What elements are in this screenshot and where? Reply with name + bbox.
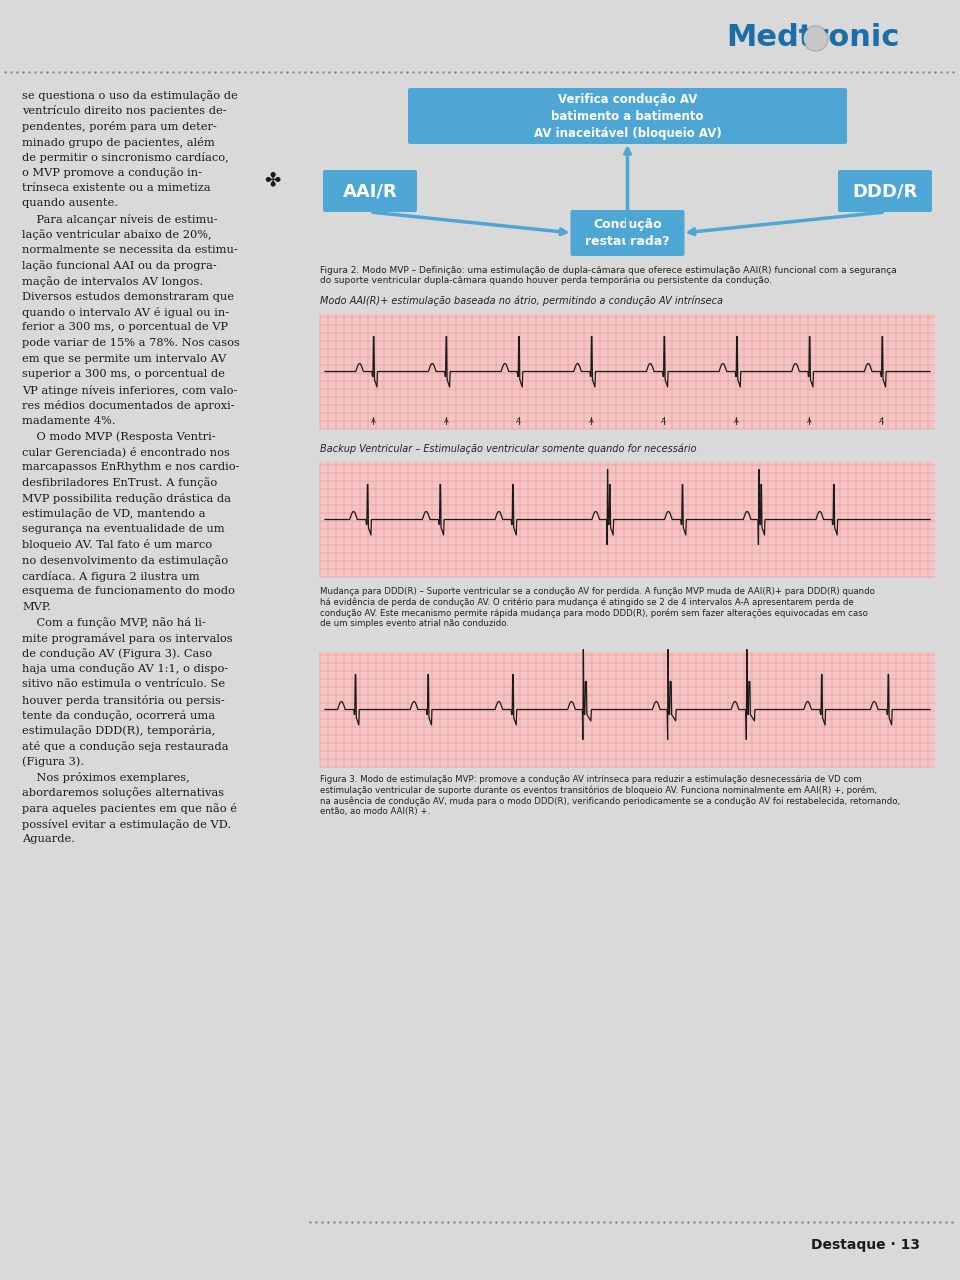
Text: esquema de funcionamento do modo: esquema de funcionamento do modo [22,586,235,596]
Bar [320,462,935,577]
Text: lação funcional AAI ou da progra-: lação funcional AAI ou da progra- [22,261,217,271]
Text: o MVP promove a condução in-: o MVP promove a condução in- [22,168,202,178]
Text: segurança na eventualidade de um: segurança na eventualidade de um [22,524,225,534]
Text: houver perda transitória ou persis-: houver perda transitória ou persis- [22,695,225,705]
Text: Modo AAI(R)+ estimulação baseada no átrio, permitindo a condução AV intrínseca: Modo AAI(R)+ estimulação baseada no átri… [320,296,723,306]
Text: cardíaca. A figura 2 ilustra um: cardíaca. A figura 2 ilustra um [22,571,200,581]
Text: Figura 2. Modo MVP – Definição: uma estimulação de dupla-câmara que oferece esti: Figura 2. Modo MVP – Definição: uma esti… [320,266,897,285]
Text: lação ventricular abaixo de 20%,: lação ventricular abaixo de 20%, [22,229,211,241]
Text: Condução
restaurada?: Condução restaurada? [586,218,670,248]
Text: A: A [588,419,593,424]
Text: superior a 300 ms, o porcentual de: superior a 300 ms, o porcentual de [22,369,225,379]
Text: estimulação de VD, mantendo a: estimulação de VD, mantendo a [22,508,205,520]
Text: Mudança para DDD(R) – Suporte ventricular se a condução AV for perdida. A função: Mudança para DDD(R) – Suporte ventricula… [320,588,875,628]
Text: para aqueles pacientes em que não é: para aqueles pacientes em que não é [22,803,237,814]
Text: Figura 3. Modo de estimulação MVP: promove a condução AV intrínseca para reduzir: Figura 3. Modo de estimulação MVP: promo… [320,774,900,817]
Text: no desenvolvimento da estimulação: no desenvolvimento da estimulação [22,556,228,566]
Text: A: A [516,419,521,424]
Text: quando ausente.: quando ausente. [22,198,118,209]
Text: Verifica condução AV
batimento a batimento
AV inaceitável (bloqueio AV): Verifica condução AV batimento a batimen… [534,92,721,140]
Text: desfibriladores EnTrust. A função: desfibriladores EnTrust. A função [22,477,217,489]
Text: DDD/R: DDD/R [852,182,918,200]
Text: Para alcançar níveis de estimu-: Para alcançar níveis de estimu- [22,214,218,225]
FancyBboxPatch shape [323,170,417,212]
Text: possível evitar a estimulação de VD.: possível evitar a estimulação de VD. [22,818,231,829]
FancyBboxPatch shape [570,210,684,256]
Text: A: A [806,419,811,424]
Text: sitivo não estimula o ventrículo. Se: sitivo não estimula o ventrículo. Se [22,678,226,689]
Bar [320,314,935,429]
Text: mação de intervalos AV longos.: mação de intervalos AV longos. [22,276,204,287]
Text: AAI/R: AAI/R [343,182,397,200]
Text: A: A [371,419,375,424]
Text: A: A [444,419,448,424]
Text: MVP.: MVP. [22,602,51,612]
Text: Com a função MVP, não há li-: Com a função MVP, não há li- [22,617,205,628]
Text: madamente 4%.: madamente 4%. [22,416,115,425]
Text: A: A [734,419,739,424]
Text: normalmente se necessita da estimu-: normalmente se necessita da estimu- [22,244,238,255]
Text: res médios documentados de aproxi-: res médios documentados de aproxi- [22,399,234,411]
Text: Medtronic: Medtronic [727,23,900,52]
Text: ventrículo direito nos pacientes de-: ventrículo direito nos pacientes de- [22,105,227,116]
Text: A: A [661,419,666,424]
Text: de permitir o sincronismo cardíaco,: de permitir o sincronismo cardíaco, [22,152,228,163]
Text: ✤: ✤ [264,170,280,189]
Bar [320,652,935,767]
Text: Aguarde.: Aguarde. [22,835,75,844]
Text: MVP possibilita redução drástica da: MVP possibilita redução drástica da [22,493,231,504]
Text: em que se permite um intervalo AV: em que se permite um intervalo AV [22,353,227,364]
Text: Backup Ventricular – Estimulação ventricular somente quando for necessário: Backup Ventricular – Estimulação ventric… [320,444,697,454]
Text: cular Gerenciada) é encontrado nos: cular Gerenciada) é encontrado nos [22,447,229,457]
Text: haja uma condução AV 1:1, o dispo-: haja uma condução AV 1:1, o dispo- [22,663,228,675]
Text: ferior a 300 ms, o porcentual de VP: ferior a 300 ms, o porcentual de VP [22,323,228,333]
Text: (Figura 3).: (Figura 3). [22,756,84,767]
Text: quando o intervalo AV é igual ou in-: quando o intervalo AV é igual ou in- [22,307,229,317]
Text: pode variar de 15% a 78%. Nos casos: pode variar de 15% a 78%. Nos casos [22,338,240,348]
Text: minado grupo de pacientes, além: minado grupo de pacientes, além [22,137,215,147]
Text: se questiona o uso da estimulação de: se questiona o uso da estimulação de [22,90,238,101]
Text: O modo MVP (Resposta Ventri-: O modo MVP (Resposta Ventri- [22,431,216,442]
Text: até que a condução seja restaurada: até que a condução seja restaurada [22,741,228,751]
Text: Nos próximos exemplares,: Nos próximos exemplares, [22,772,190,783]
Text: VP atinge níveis inferiores, com valo-: VP atinge níveis inferiores, com valo- [22,384,237,396]
Text: bloqueio AV. Tal fato é um marco: bloqueio AV. Tal fato é um marco [22,539,212,550]
FancyBboxPatch shape [838,170,932,212]
Text: A: A [879,419,884,424]
FancyBboxPatch shape [408,88,847,143]
Text: Diversos estudos demonstraram que: Diversos estudos demonstraram que [22,292,234,302]
Text: de condução AV (Figura 3). Caso: de condução AV (Figura 3). Caso [22,648,212,659]
Text: mite programável para os intervalos: mite programável para os intervalos [22,632,232,644]
Text: abordaremos soluções alternativas: abordaremos soluções alternativas [22,787,224,799]
Text: marcapassos EnRhythm e nos cardio-: marcapassos EnRhythm e nos cardio- [22,462,239,472]
Text: Destaque · 13: Destaque · 13 [811,1238,920,1252]
Text: tente da condução, ocorrerá uma: tente da condução, ocorrerá uma [22,710,215,721]
Text: trínseca existente ou a mimetiza: trínseca existente ou a mimetiza [22,183,210,193]
Text: pendentes, porém para um deter-: pendentes, porém para um deter- [22,122,217,132]
Text: estimulação DDD(R), temporária,: estimulação DDD(R), temporária, [22,726,215,736]
